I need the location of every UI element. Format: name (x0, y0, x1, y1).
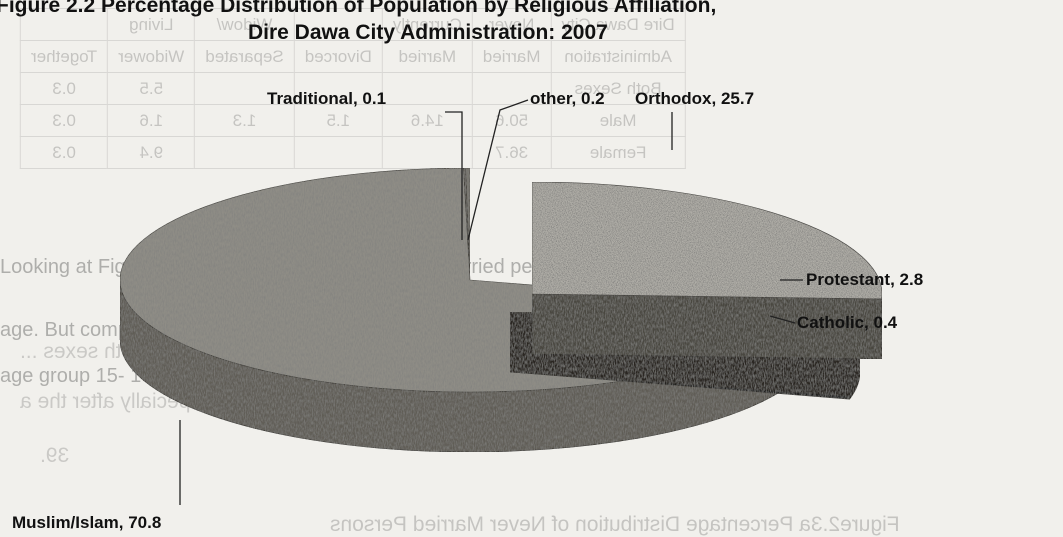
slice-label-traditional: Traditional, 0.1 (267, 89, 463, 240)
slice-label-catholic: Catholic, 0.4 (769, 313, 898, 332)
data-label: Traditional, 0.1 (267, 89, 386, 108)
chart-title: Figure 2.2 Percentage Distribution of Po… (0, 0, 717, 17)
leader-line (769, 315, 796, 324)
data-label: Catholic, 0.4 (797, 313, 898, 332)
pie-slice-orthodox (531, 181, 883, 360)
leader-line (445, 111, 463, 240)
slice-label-muslim-islam: Muslim/Islam, 70.8 (12, 420, 181, 532)
leader-line (467, 99, 529, 241)
slice-label-orthodox: Orthodox, 25.7 (635, 89, 754, 150)
chart-subtitle: Dire Dawa City Administration: 2007 (248, 21, 608, 44)
data-label: Muslim/Islam, 70.8 (12, 513, 161, 532)
pie-slice-other (465, 167, 471, 281)
show-through-text: age group 15- 19. (0, 365, 158, 387)
data-label: Protestant, 2.8 (806, 270, 923, 289)
slice-label-protestant: Protestant, 2.8 (780, 270, 923, 289)
data-label: other, 0.2 (530, 89, 605, 108)
slice-label-other: other, 0.2 (467, 89, 605, 241)
data-label: Orthodox, 25.7 (635, 89, 754, 108)
